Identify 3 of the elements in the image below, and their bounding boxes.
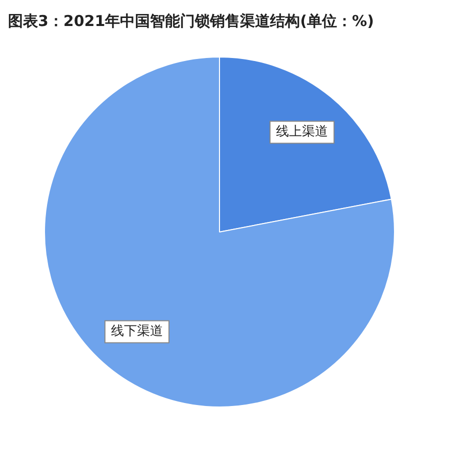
slice-label: 线下渠道 [110,324,163,340]
chart-title: 图表3：2021年中国智能门锁销售渠道结构(单位：%) [8,12,374,30]
slice-label: 线上渠道 [276,124,328,140]
